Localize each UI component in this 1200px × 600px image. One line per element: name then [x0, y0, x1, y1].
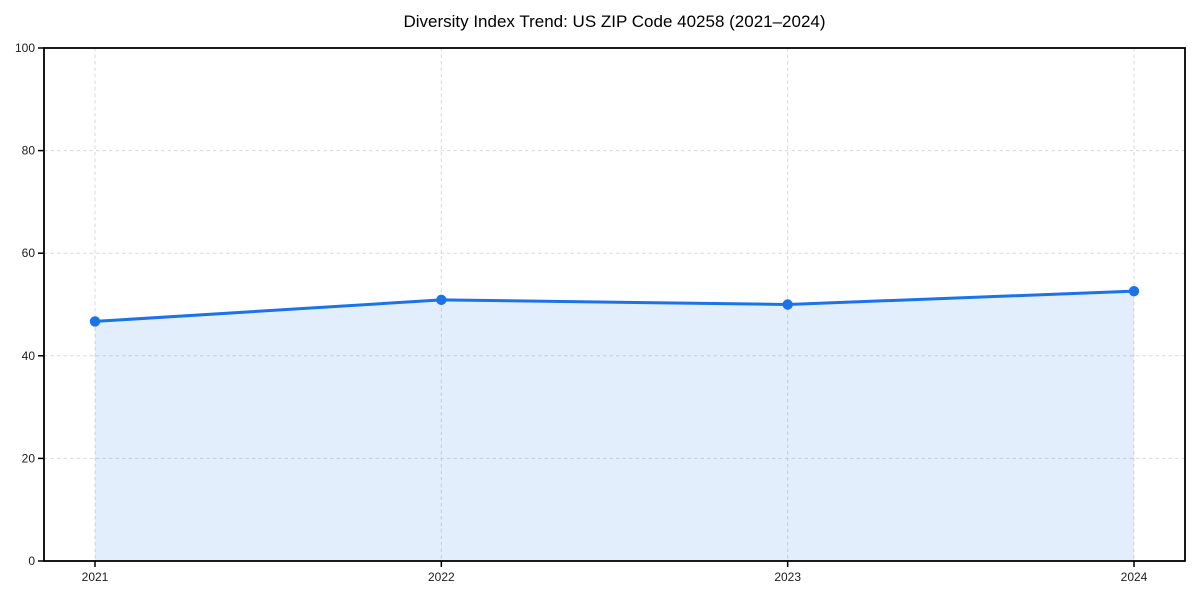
y-tick-label-20: 20 — [22, 451, 36, 465]
y-tick-label-80: 80 — [22, 144, 36, 158]
x-tick-label-2021: 2021 — [82, 570, 109, 584]
y-tick-label-60: 60 — [22, 246, 36, 260]
y-tick-label-0: 0 — [28, 554, 35, 568]
x-tick-label-2023: 2023 — [774, 570, 801, 584]
x-tick-label-2024: 2024 — [1121, 570, 1148, 584]
trend-line — [93, 289, 1136, 323]
data-point-2022 — [436, 294, 447, 306]
area-fill — [95, 291, 1134, 561]
y-tick-label-40: 40 — [22, 349, 36, 363]
data-point-2024 — [1128, 285, 1140, 297]
chart-title: Diversity Index Trend: US ZIP Code 40258… — [403, 12, 826, 31]
data-point-2021 — [89, 316, 101, 327]
data-point-2023 — [782, 299, 793, 310]
x-tick-label-2022: 2022 — [428, 570, 455, 584]
plot-border — [43, 47, 1186, 562]
y-tick-label-100: 100 — [15, 41, 35, 55]
